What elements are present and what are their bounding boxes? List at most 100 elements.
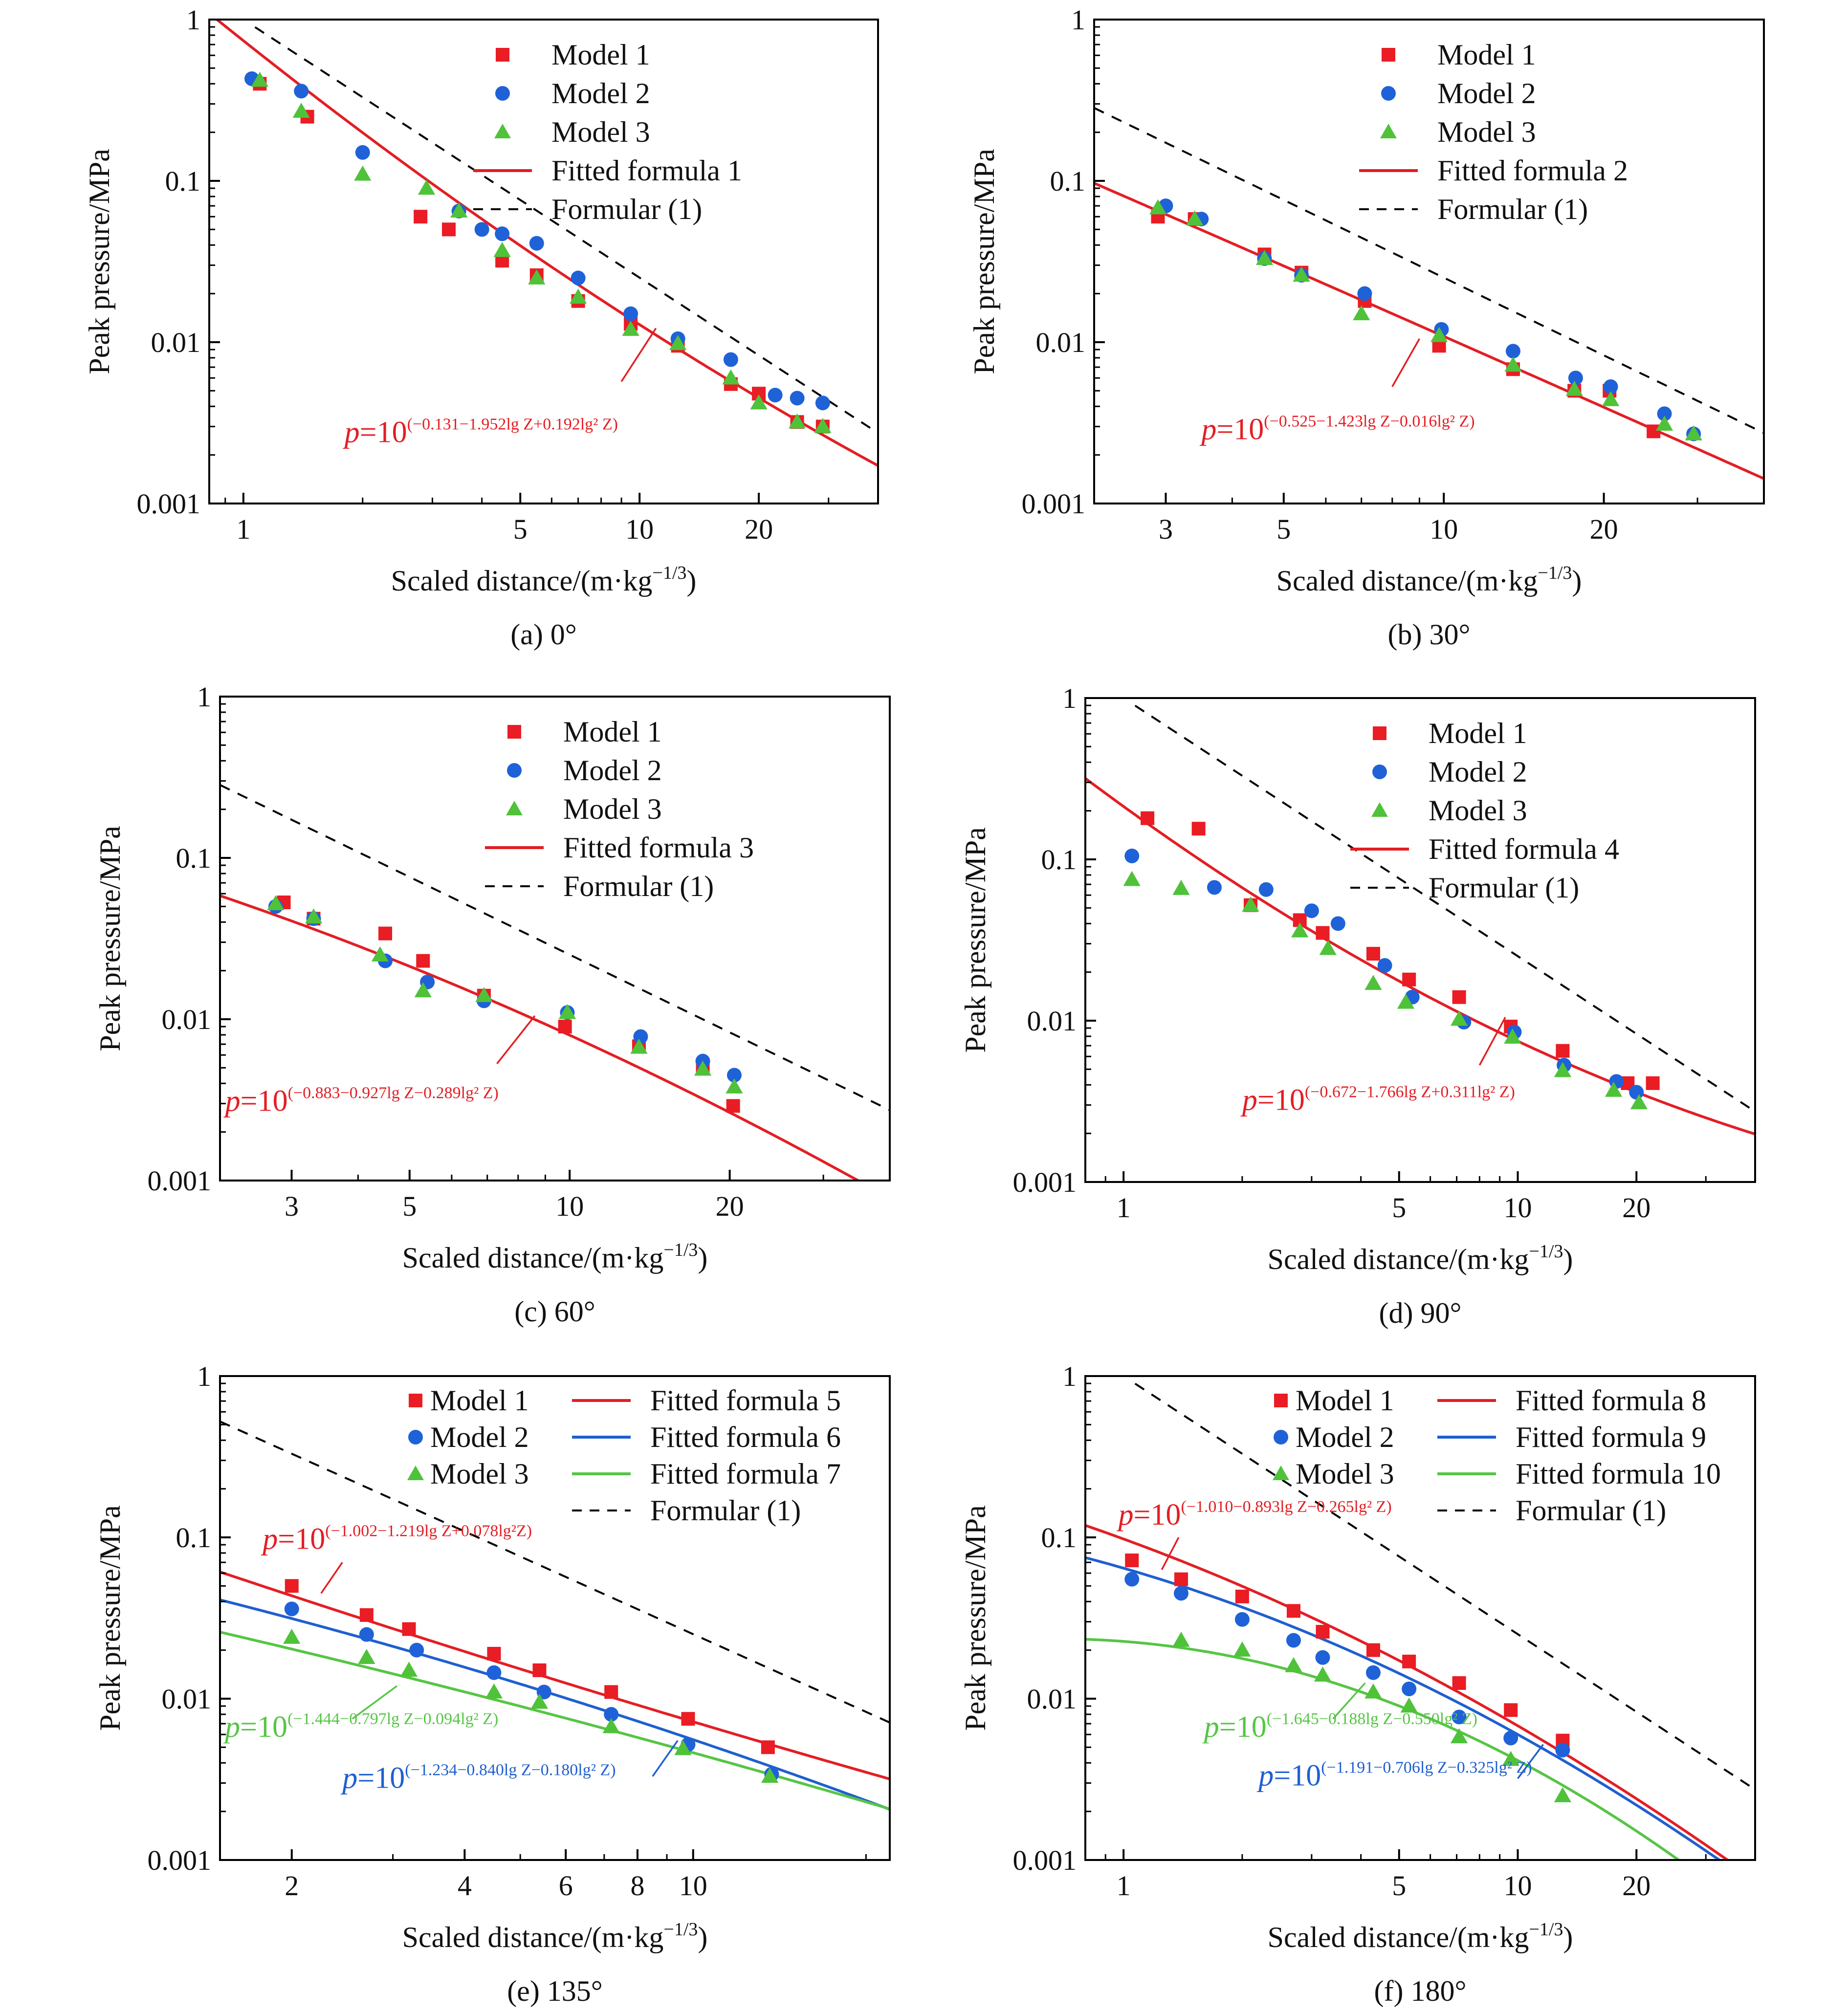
y-tick-label: 0.01 xyxy=(151,327,201,358)
legend-label: Model 3 xyxy=(430,1458,529,1490)
data-point-model-3 xyxy=(1400,1697,1418,1713)
data-point-model-1 xyxy=(1402,972,1416,986)
data-point-model-3 xyxy=(569,288,587,304)
y-axis-title: Peak pressure/MPa xyxy=(968,149,1000,374)
x-tick-label: 5 xyxy=(1276,513,1291,545)
x-axis-title: Scaled distance/(m·kg−1/3) xyxy=(402,1919,708,1953)
equation-base: =10 xyxy=(1216,413,1264,446)
legend-label: Model 2 xyxy=(1437,77,1536,109)
x-axis-title-exponent: −1/3 xyxy=(652,563,686,583)
y-axis-title: Peak pressure/MPa xyxy=(94,826,126,1051)
x-tick-label: 4 xyxy=(458,1870,472,1902)
fitted-formula-curve xyxy=(1085,1524,1730,1860)
data-point-model-3 xyxy=(1293,266,1310,282)
equation-exponent: (−1.444−0.797lg Z−0.094lg² Z) xyxy=(287,1710,498,1728)
y-axis-title: Peak pressure/MPa xyxy=(959,1505,991,1731)
equation-symbol: p xyxy=(223,1085,241,1118)
fit-equation: p=10(−1.645−0.188lg Z−0.550lg² Z) xyxy=(1202,1710,1477,1744)
data-point-model-1 xyxy=(359,1608,374,1622)
data-point-model-1 xyxy=(1504,1703,1518,1717)
data-point-model-2 xyxy=(1505,344,1520,359)
equation-base: =10 xyxy=(360,416,407,449)
data-point-model-3 xyxy=(1291,922,1309,938)
x-tick-label: 5 xyxy=(1392,1870,1406,1902)
data-point-model-1 xyxy=(441,222,456,237)
data-point-model-1 xyxy=(487,1647,501,1661)
equation-symbol: p xyxy=(1199,413,1216,446)
x-axis-title: Scaled distance/(m·kg−1/3) xyxy=(1268,1919,1573,1953)
fit-equation: p=10(−1.002−1.219lg Z+0.078lg²Z) xyxy=(261,1522,532,1555)
y-tick-label: 0.001 xyxy=(1022,488,1086,520)
x-axis-title-exponent: −1/3 xyxy=(663,1240,698,1260)
equation-leader-line xyxy=(1332,1682,1366,1720)
data-point-model-3 xyxy=(1172,879,1190,895)
x-axis-title-main: Scaled distance/(m·kg xyxy=(402,1921,664,1953)
data-point-model-2 xyxy=(790,391,805,406)
data-point-model-3 xyxy=(722,369,740,385)
legend-symbol xyxy=(1274,1430,1288,1444)
equation-leader-line xyxy=(1391,338,1420,387)
data-point-model-2 xyxy=(1315,1650,1330,1665)
data-point-model-3 xyxy=(493,241,511,257)
legend-label: Formular (1) xyxy=(1429,872,1579,904)
fitted-formula-curve xyxy=(1094,182,1764,480)
equation-base: =10 xyxy=(357,1761,405,1794)
fitted-formula-curve xyxy=(220,1571,890,1780)
data-point-model-3 xyxy=(1554,1062,1572,1077)
data-point-model-2 xyxy=(1207,880,1222,895)
legend-label: Model 1 xyxy=(551,39,650,71)
legend-symbol xyxy=(407,1466,424,1480)
legend-label: Fitted formula 8 xyxy=(1516,1384,1706,1417)
data-point-model-3 xyxy=(530,1693,549,1709)
y-tick-label: 0.001 xyxy=(148,1165,212,1197)
data-point-model-3 xyxy=(1242,897,1259,912)
x-axis-title: Scaled distance/(m·kg−1/3) xyxy=(391,563,697,597)
plot-area xyxy=(220,1421,890,1811)
chart-panel-d: 1 0.1 0.01 0.001 1 5 10 20 Peak pressure/MPa Scal… xyxy=(959,682,1756,1329)
data-point-model-3 xyxy=(674,1740,692,1755)
legend-symbol xyxy=(1373,726,1386,740)
y-tick-label: 0.01 xyxy=(1036,327,1086,358)
equation-exponent: (−1.191−0.706lg Z−0.325lg² Z) xyxy=(1321,1758,1532,1776)
axes-frame xyxy=(1084,1375,1756,1861)
x-tick-label: 5 xyxy=(513,513,528,545)
data-point-model-3 xyxy=(1502,1750,1519,1766)
data-point-model-3 xyxy=(400,1662,418,1677)
data-point-model-1 xyxy=(604,1685,618,1699)
legend-label: Fitted formula 10 xyxy=(1516,1458,1721,1490)
data-point-model-1 xyxy=(1125,1554,1139,1568)
x-tick-label: 5 xyxy=(1392,1192,1406,1224)
data-point-model-3 xyxy=(1605,1081,1623,1097)
equation-base: =10 xyxy=(1257,1083,1305,1116)
equation-symbol: p xyxy=(261,1522,278,1555)
plot-area xyxy=(1094,107,1764,480)
data-point-model-2 xyxy=(604,1707,619,1722)
chart-panel-a: 1 0.1 0.01 0.001 1 5 10 20 Peak pressure/MPa Scal… xyxy=(83,4,879,651)
fit-equation: p=10(−0.672−1.766lg Z+0.311lg² Z) xyxy=(1240,1083,1515,1116)
equation-leader-line xyxy=(1161,1537,1180,1571)
x-tick-label: 5 xyxy=(402,1190,417,1222)
legend-label: Model 2 xyxy=(1296,1421,1394,1453)
data-point-model-2 xyxy=(409,1642,424,1658)
legend-label: Formular (1) xyxy=(650,1494,801,1527)
equation-leader-line xyxy=(496,1015,536,1065)
fit-equation: p=10(−1.010−0.893lg Z−0.265lg² Z) xyxy=(1116,1498,1391,1532)
x-axis-title-main: Scaled distance/(m·kg xyxy=(1268,1243,1529,1275)
data-point-model-3 xyxy=(1364,1683,1382,1699)
data-point-model-2 xyxy=(1286,1633,1301,1648)
data-point-model-2 xyxy=(623,306,638,321)
data-point-model-3 xyxy=(1314,1666,1332,1682)
legend-label: Model 2 xyxy=(551,77,650,109)
formula-1-curve xyxy=(1134,1382,1755,1791)
y-tick-label: 0.01 xyxy=(162,1004,212,1035)
data-point-model-3 xyxy=(475,987,493,1003)
formula-1-curve xyxy=(1094,107,1764,434)
fit-equation: p=10(−1.234−0.840lg Z−0.180lg² Z) xyxy=(340,1761,616,1794)
legend-label: Fitted formula 6 xyxy=(650,1421,841,1453)
data-point-model-2 xyxy=(1657,406,1672,421)
data-point-model-3 xyxy=(622,321,639,336)
x-tick-label: 20 xyxy=(1622,1192,1650,1224)
data-point-model-1 xyxy=(1556,1044,1570,1058)
fitted-formula-curve xyxy=(1085,1638,1681,1860)
